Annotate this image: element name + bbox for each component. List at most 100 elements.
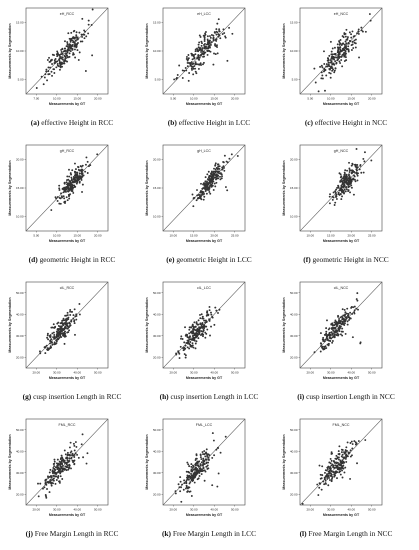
- data-point: [64, 323, 67, 326]
- data-point: [345, 52, 347, 55]
- data-point: [187, 478, 190, 481]
- data-point: [203, 47, 206, 50]
- data-point: [49, 480, 52, 483]
- data-point: [335, 62, 338, 65]
- marks-group: [163, 145, 245, 231]
- data-point: [332, 191, 335, 194]
- data-point: [35, 87, 38, 89]
- data-point: [188, 332, 191, 335]
- data-point: [211, 182, 214, 185]
- data-point: [197, 319, 200, 322]
- x-axis-label: Measurements by GT: [186, 376, 223, 380]
- data-point: [338, 330, 341, 333]
- data-point: [60, 192, 62, 195]
- data-point: [198, 34, 201, 37]
- data-point: [202, 453, 205, 456]
- data-point: [356, 179, 359, 182]
- data-point: [198, 467, 201, 470]
- caption-letter: (a): [30, 118, 40, 127]
- outlier-point: [349, 477, 352, 480]
- data-point: [63, 460, 66, 463]
- data-point: [76, 49, 79, 52]
- x-tick-label: 15.00: [73, 234, 81, 238]
- panel-caption: (e) geometric Height in LCC: [141, 255, 277, 264]
- data-point: [66, 451, 69, 454]
- outlier-point: [202, 335, 204, 338]
- data-point: [69, 324, 72, 327]
- data-point: [328, 476, 330, 479]
- y-tick-label: 20.00: [290, 355, 298, 359]
- data-point: [81, 35, 84, 38]
- data-point: [213, 52, 215, 55]
- data-point: [186, 476, 188, 479]
- data-point: [348, 31, 351, 34]
- data-point: [189, 475, 192, 478]
- data-point: [62, 324, 65, 327]
- data-point: [339, 460, 342, 463]
- data-point: [203, 182, 206, 185]
- data-point: [56, 458, 59, 461]
- data-point: [215, 309, 218, 312]
- data-point: [350, 440, 353, 443]
- data-point: [178, 486, 181, 489]
- data-point: [334, 466, 337, 469]
- data-point: [72, 186, 75, 189]
- data-point: [86, 452, 89, 455]
- data-point: [196, 334, 199, 337]
- data-point: [195, 469, 198, 472]
- outlier-point: [53, 62, 56, 64]
- data-point: [56, 464, 59, 467]
- outlier-point: [55, 53, 58, 56]
- data-point: [344, 311, 347, 314]
- data-point: [202, 317, 205, 320]
- panel-caption: (h) cusp insertion Length in LCC: [141, 392, 277, 401]
- marks-group: [300, 8, 382, 94]
- data-point: [203, 459, 206, 462]
- data-point: [322, 480, 325, 483]
- y-tick-label: 30.00: [290, 334, 298, 338]
- data-point: [210, 311, 212, 314]
- data-point: [347, 50, 350, 53]
- data-point: [337, 450, 340, 453]
- data-point: [201, 315, 204, 318]
- data-point: [347, 41, 350, 44]
- data-point: [355, 442, 358, 445]
- data-point: [185, 69, 188, 72]
- scatter-panel-10: FML_RCC 20.00 30.00 40.00 50.00 20.00 30.00 40.…: [4, 415, 140, 545]
- data-point: [43, 486, 46, 489]
- x-tick-label: 50.00: [368, 371, 376, 375]
- x-tick-label: 15.00: [210, 97, 218, 101]
- data-point: [351, 43, 354, 46]
- x-tick-label: 5.00: [33, 234, 39, 238]
- data-point: [80, 165, 83, 168]
- data-point: [341, 195, 343, 198]
- data-point: [343, 471, 346, 474]
- data-point: [348, 167, 351, 170]
- data-point: [208, 459, 210, 461]
- y-tick-label: 10.00: [16, 215, 24, 219]
- data-point: [50, 58, 53, 61]
- data-point: [353, 440, 356, 443]
- data-point: [176, 74, 179, 76]
- x-tick-label: 15.00: [347, 97, 355, 101]
- data-point: [332, 466, 335, 469]
- data-point: [58, 68, 61, 71]
- data-point: [339, 38, 342, 41]
- data-point: [208, 309, 211, 312]
- data-point: [204, 185, 207, 188]
- data-point: [211, 172, 214, 174]
- data-point: [186, 461, 189, 464]
- data-point: [344, 178, 347, 181]
- data-point: [359, 164, 362, 167]
- caption-text: cusp insertion Length in NCC: [304, 392, 395, 401]
- data-point: [209, 182, 211, 185]
- data-point: [203, 319, 206, 322]
- outlier-point: [349, 178, 352, 181]
- x-tick-label: 30.00: [327, 508, 335, 512]
- data-point: [63, 326, 66, 329]
- x-tick-label: 30.00: [190, 371, 198, 375]
- scatter-panel-11: FML_LCC 20.00 30.00 40.00 50.00 20.00 30.00 40.…: [141, 415, 277, 545]
- data-point: [45, 70, 48, 73]
- data-point: [68, 197, 71, 200]
